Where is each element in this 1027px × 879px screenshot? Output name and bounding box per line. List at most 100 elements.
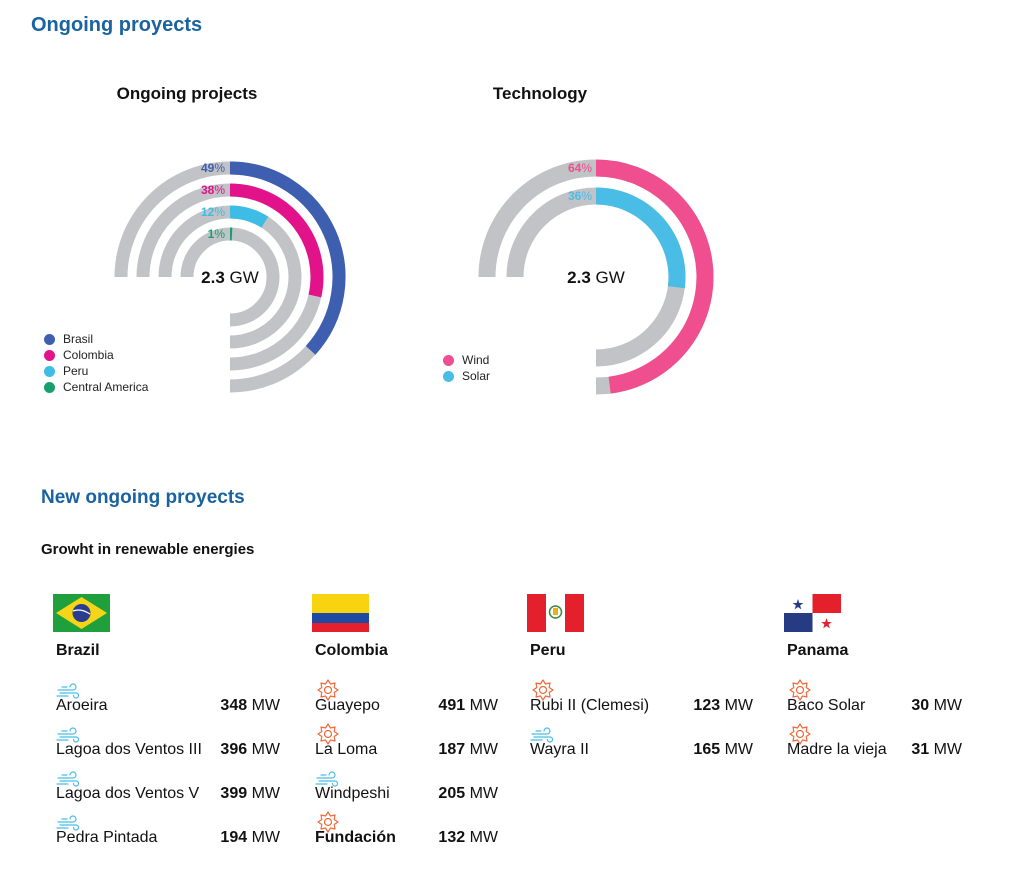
country-name: Colombia bbox=[315, 642, 388, 659]
project-row: Wayra II 165 MW bbox=[527, 723, 753, 767]
project-name: Guayepo bbox=[315, 697, 380, 714]
project-capacity: 399 MW bbox=[220, 785, 280, 802]
project-capacity: 30 MW bbox=[911, 697, 962, 714]
legend-swatch bbox=[44, 333, 55, 345]
page-title: Ongoing proyects bbox=[31, 14, 203, 36]
legend-label: Central America bbox=[63, 380, 149, 394]
project-row: Madre la vieja 31 MW bbox=[784, 723, 962, 767]
sun-icon bbox=[315, 811, 341, 833]
bar-peru bbox=[229, 205, 269, 228]
legend-label: Peru bbox=[63, 364, 89, 378]
brazil-flag-icon bbox=[53, 594, 110, 632]
project-name: Rubi II (Clemesi) bbox=[530, 697, 650, 714]
section-subtitle: Growht in renewable energies bbox=[41, 541, 255, 558]
project-row: Lagoa dos Ventos III 396 MW bbox=[53, 723, 280, 767]
project-capacity: 194 MW bbox=[220, 829, 280, 846]
center-total: 2.3 GW bbox=[201, 268, 259, 287]
project-row: Aroeira 348 MW bbox=[53, 679, 280, 723]
pct-label-solar: 36% bbox=[568, 189, 592, 203]
project-name: La Loma bbox=[315, 741, 378, 758]
sun-icon bbox=[787, 679, 813, 701]
project-name: Lagoa dos Ventos III bbox=[56, 741, 202, 758]
country-name: Panama bbox=[787, 642, 849, 659]
legend-item: Brasil bbox=[44, 331, 148, 347]
project-capacity: 31 MW bbox=[911, 741, 962, 758]
legend-swatch bbox=[44, 349, 55, 361]
legend-item: Colombia bbox=[44, 347, 148, 363]
wind-icon bbox=[56, 767, 82, 787]
project-row: Pedra Pintada 194 MW bbox=[53, 811, 280, 855]
bar-brasil bbox=[229, 161, 346, 355]
peru-flag-icon bbox=[527, 594, 584, 632]
bar-solar bbox=[595, 187, 686, 289]
pct-label-peru: 12% bbox=[201, 205, 225, 219]
sun-icon bbox=[530, 679, 556, 701]
sun-icon bbox=[315, 679, 341, 701]
project-capacity: 205 MW bbox=[438, 785, 498, 802]
project-name: Aroeira bbox=[56, 697, 108, 714]
sun-icon bbox=[315, 723, 341, 745]
country-name: Peru bbox=[530, 642, 566, 659]
project-row: Baco Solar 30 MW bbox=[784, 679, 962, 723]
pct-label-brasil: 49% bbox=[201, 161, 225, 175]
legend-item: Solar bbox=[443, 368, 490, 384]
legend-item: Wind bbox=[443, 352, 490, 368]
legend-swatch bbox=[44, 381, 55, 393]
sun-icon bbox=[787, 723, 813, 745]
country-column-colombia: Colombia Guayepo 491 MW La Loma 187 MW Win… bbox=[312, 594, 498, 855]
project-name: Lagoa dos Ventos V bbox=[56, 785, 200, 802]
legend-ongoing: Brasil Colombia Peru Central America bbox=[44, 331, 148, 395]
legend-swatch bbox=[44, 365, 55, 377]
wind-icon bbox=[56, 679, 82, 699]
project-name: Pedra Pintada bbox=[56, 829, 158, 846]
project-row: La Loma 187 MW bbox=[312, 723, 498, 767]
country-column-panama: Panama Baco Solar 30 MW Madre la vieja 31 … bbox=[784, 594, 962, 767]
project-name: Madre la vieja bbox=[787, 741, 887, 758]
section-title: New ongoing proyects bbox=[41, 487, 245, 508]
wind-icon bbox=[530, 723, 556, 743]
project-name: Fundación bbox=[315, 829, 396, 846]
project-capacity: 396 MW bbox=[220, 741, 280, 758]
wind-icon bbox=[56, 723, 82, 743]
track-peru bbox=[158, 205, 302, 349]
chart-title-technology: Technology bbox=[492, 84, 588, 103]
legend-label: Colombia bbox=[63, 348, 114, 362]
project-row: Fundación 132 MW bbox=[312, 811, 498, 855]
project-name: Windpeshi bbox=[315, 785, 390, 802]
chart-technology: 64% 36% 2.3 GW bbox=[478, 159, 714, 395]
pct-label-colombia: 38% bbox=[201, 183, 225, 197]
project-name: Wayra II bbox=[530, 741, 589, 758]
country-column-peru: Peru Rubi II (Clemesi) 123 MW Wayra II 165… bbox=[527, 594, 753, 767]
legend-label: Wind bbox=[462, 353, 490, 367]
project-capacity: 123 MW bbox=[693, 697, 753, 714]
bar-wind bbox=[595, 159, 714, 394]
legend-item: Peru bbox=[44, 363, 148, 379]
project-row: Windpeshi 205 MW bbox=[312, 767, 498, 811]
country-column-brazil: Brazil Aroeira 348 MW Lagoa dos Ventos II… bbox=[53, 594, 280, 855]
legend-swatch bbox=[443, 354, 454, 366]
project-row: Guayepo 491 MW bbox=[312, 679, 498, 723]
legend-label: Brasil bbox=[63, 332, 94, 346]
colombia-flag-icon bbox=[312, 594, 369, 632]
project-capacity: 132 MW bbox=[438, 829, 498, 846]
wind-icon bbox=[56, 811, 82, 831]
legend-swatch bbox=[443, 370, 454, 382]
project-capacity: 491 MW bbox=[438, 697, 498, 714]
legend-item: Central America bbox=[44, 379, 148, 395]
project-row: Rubi II (Clemesi) 123 MW bbox=[527, 679, 753, 723]
bar-colombia bbox=[229, 183, 324, 298]
project-row: Lagoa dos Ventos V 399 MW bbox=[53, 767, 280, 811]
chart-ongoing-projects: 49% 38% 12% 1% 2.3 GW bbox=[114, 161, 346, 393]
track-central-america bbox=[180, 227, 280, 327]
project-capacity: 187 MW bbox=[438, 741, 498, 758]
center-total: 2.3 GW bbox=[567, 268, 625, 287]
legend-technology: Wind Solar bbox=[443, 352, 490, 384]
project-name: Baco Solar bbox=[787, 697, 866, 714]
legend-label: Solar bbox=[462, 369, 491, 383]
pct-label-central-america: 1% bbox=[208, 227, 226, 241]
pct-label-wind: 64% bbox=[568, 161, 592, 175]
project-capacity: 165 MW bbox=[693, 741, 753, 758]
chart-title-ongoing: Ongoing projects bbox=[116, 84, 258, 103]
project-capacity: 348 MW bbox=[220, 697, 280, 714]
country-name: Brazil bbox=[56, 642, 100, 659]
